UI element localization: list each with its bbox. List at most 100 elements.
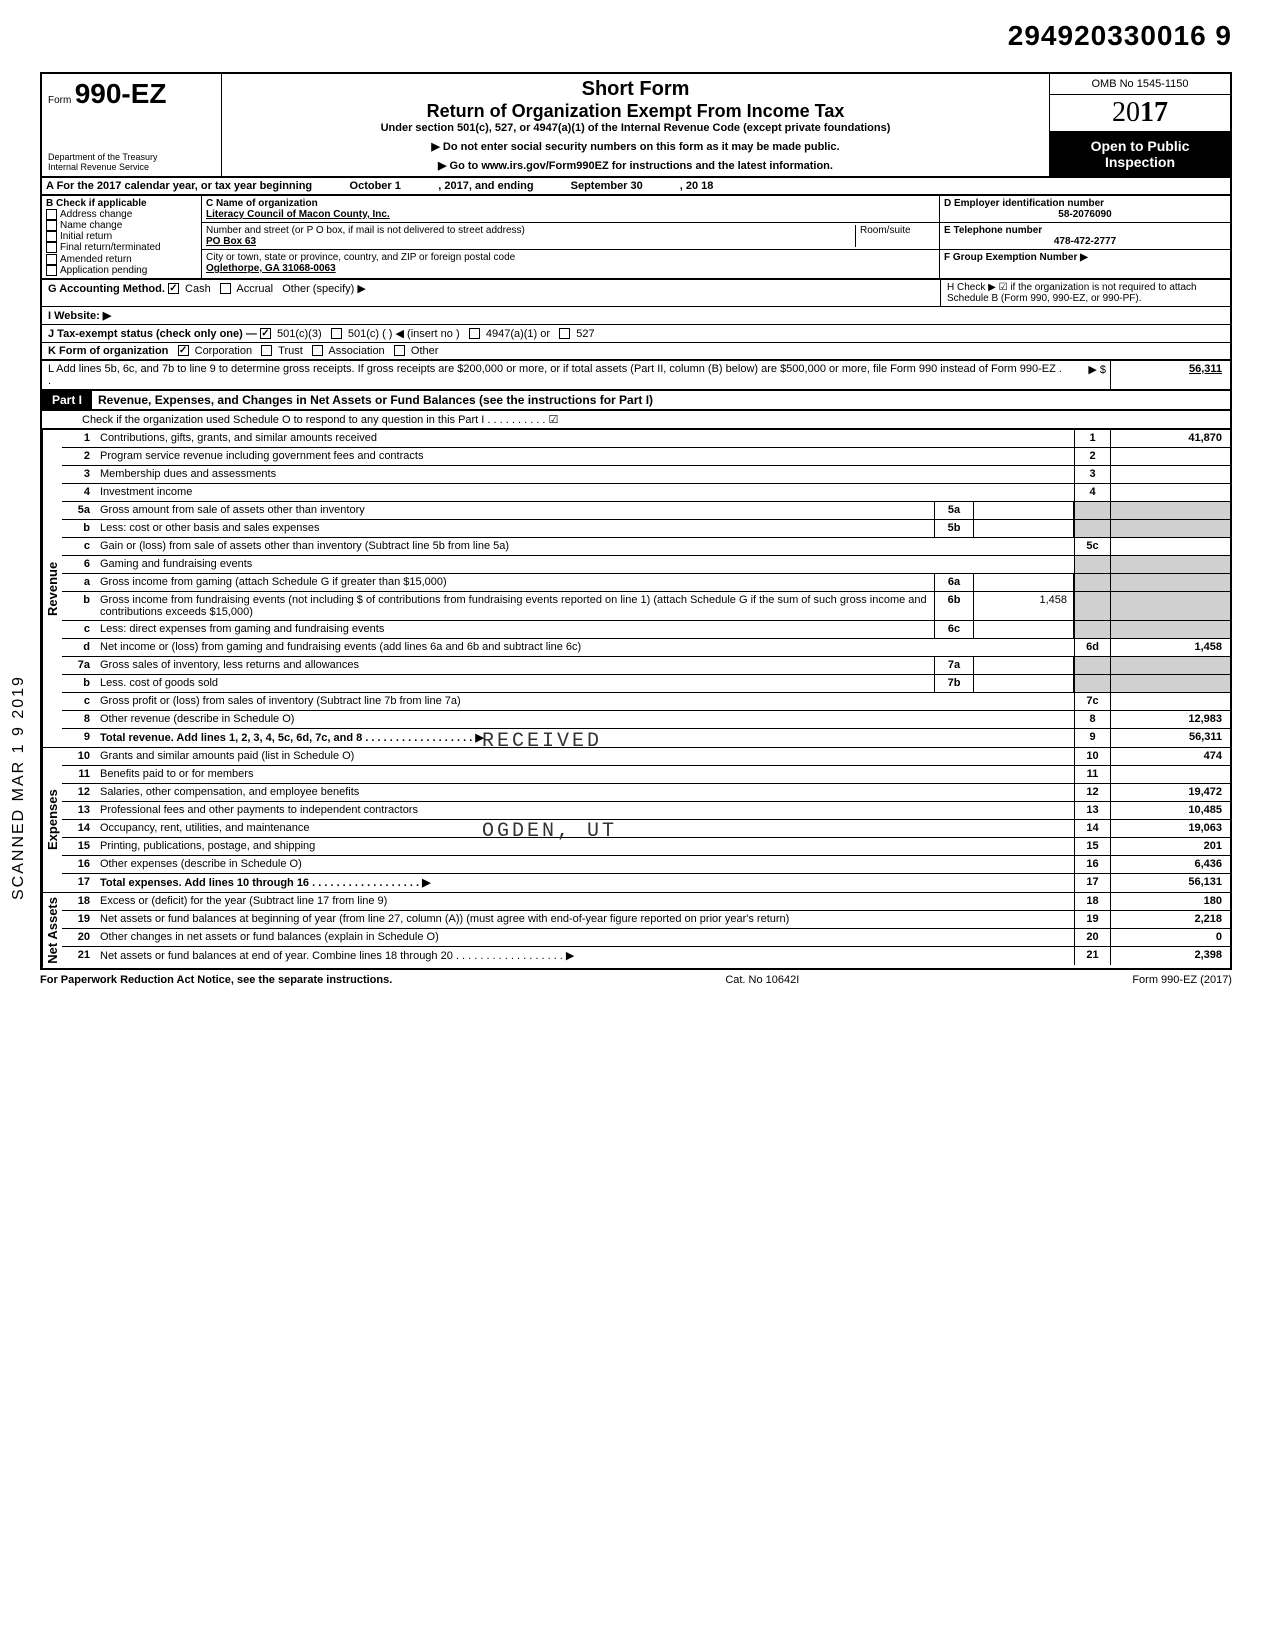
chk-501c[interactable] <box>331 328 342 339</box>
form-prefix: Form <box>48 95 71 106</box>
row-number: 18 <box>62 893 96 910</box>
right-line-value <box>1110 448 1230 465</box>
line-a-mid: , 2017, and ending <box>438 180 533 192</box>
revenue-label: Revenue <box>42 430 62 747</box>
lbl-amended: Amended return <box>60 254 132 265</box>
title-return: Return of Organization Exempt From Incom… <box>230 101 1041 122</box>
right-line-number: 1 <box>1074 430 1110 447</box>
row-description: Occupancy, rent, utilities, and maintena… <box>96 820 1074 837</box>
row-number: 8 <box>62 711 96 728</box>
row-description: Gross profit or (loss) from sales of inv… <box>96 693 1074 710</box>
table-row: 12Salaries, other compensation, and empl… <box>62 784 1230 802</box>
row-description: Gross amount from sale of assets other t… <box>96 502 934 519</box>
chk-4947[interactable] <box>469 328 480 339</box>
chk-assoc[interactable] <box>312 345 323 356</box>
row-description: Gain or (loss) from sale of assets other… <box>96 538 1074 555</box>
right-line-value: 19,063 <box>1110 820 1230 837</box>
table-row: 19Net assets or fund balances at beginni… <box>62 911 1230 929</box>
chk-final[interactable] <box>46 242 57 253</box>
right-line-number: 3 <box>1074 466 1110 483</box>
right-line-value <box>1110 574 1230 591</box>
mid-line-number: 7a <box>934 657 974 674</box>
mid-line-value <box>974 621 1074 638</box>
chk-cash[interactable] <box>168 283 179 294</box>
table-row: 3Membership dues and assessments3 <box>62 466 1230 484</box>
mid-line-number: 5a <box>934 502 974 519</box>
right-line-value <box>1110 766 1230 783</box>
right-line-number <box>1074 657 1110 674</box>
omb-number: OMB No 1545-1150 <box>1050 74 1230 95</box>
right-line-number: 8 <box>1074 711 1110 728</box>
row-description: Membership dues and assessments <box>96 466 1074 483</box>
footer-mid: Cat. No 10642I <box>725 974 799 986</box>
row-number: 21 <box>62 947 96 965</box>
lbl-name: Name change <box>60 220 122 231</box>
row-number: 9 <box>62 729 96 747</box>
row-description: Total expenses. Add lines 10 through 16 … <box>96 874 1074 892</box>
row-number: 19 <box>62 911 96 928</box>
row-description: Contributions, gifts, grants, and simila… <box>96 430 1074 447</box>
row-number: b <box>62 592 96 620</box>
l-text: L Add lines 5b, 6c, and 7b to line 9 to … <box>42 361 1070 389</box>
note-ssn: ▶ Do not enter social security numbers o… <box>230 140 1041 153</box>
mid-line-number: 6c <box>934 621 974 638</box>
c-label: C Name of organization <box>206 198 935 209</box>
l-val: 56,311 <box>1110 361 1230 389</box>
table-row: 21Net assets or fund balances at end of … <box>62 947 1230 965</box>
right-line-number: 13 <box>1074 802 1110 819</box>
g-label: G Accounting Method. <box>48 283 165 295</box>
part1-check: Check if the organization used Schedule … <box>40 411 1232 430</box>
lbl-501c3: 501(c)(3) <box>277 328 322 340</box>
row-description: Less: direct expenses from gaming and fu… <box>96 621 934 638</box>
right-line-number <box>1074 675 1110 692</box>
right-line-value <box>1110 556 1230 573</box>
row-number: 2 <box>62 448 96 465</box>
footer: For Paperwork Reduction Act Notice, see … <box>40 970 1232 990</box>
lbl-corp: Corporation <box>195 345 252 357</box>
row-number: c <box>62 693 96 710</box>
table-row: 20Other changes in net assets or fund ba… <box>62 929 1230 947</box>
right-line-value: 10,485 <box>1110 802 1230 819</box>
row-number: 7a <box>62 657 96 674</box>
table-row: 17Total expenses. Add lines 10 through 1… <box>62 874 1230 892</box>
right-line-value <box>1110 520 1230 537</box>
open-to-public: Open to Public Inspection <box>1050 132 1230 176</box>
chk-initial[interactable] <box>46 231 57 242</box>
subtitle: Under section 501(c), 527, or 4947(a)(1)… <box>230 122 1041 134</box>
row-description: Other expenses (describe in Schedule O) <box>96 856 1074 873</box>
row-description: Benefits paid to or for members <box>96 766 1074 783</box>
k-label: K Form of organization <box>48 345 168 357</box>
row-number: d <box>62 639 96 656</box>
mid-line-number: 6a <box>934 574 974 591</box>
right-line-number <box>1074 592 1110 620</box>
scanned-stamp: SCANNED MAR 1 9 2019 <box>10 675 28 900</box>
chk-address[interactable] <box>46 209 57 220</box>
mid-line-number: 7b <box>934 675 974 692</box>
table-row: 1Contributions, gifts, grants, and simil… <box>62 430 1230 448</box>
chk-trust[interactable] <box>261 345 272 356</box>
row-description: Printing, publications, postage, and shi… <box>96 838 1074 855</box>
data-table: RECEIVED OGDEN, UT Revenue 1Contribution… <box>40 430 1232 970</box>
right-line-number: 20 <box>1074 929 1110 946</box>
chk-pending[interactable] <box>46 265 57 276</box>
chk-527[interactable] <box>559 328 570 339</box>
chk-amended[interactable] <box>46 254 57 265</box>
top-row: 294920330016 9 <box>40 20 1232 52</box>
row-description: Less: cost or other basis and sales expe… <box>96 520 934 537</box>
lbl-cash: Cash <box>185 283 211 295</box>
chk-name[interactable] <box>46 220 57 231</box>
chk-other-org[interactable] <box>394 345 405 356</box>
chk-accrual[interactable] <box>220 283 231 294</box>
document-number: 294920330016 9 <box>1008 20 1232 52</box>
c-name: Literacy Council of Macon County, Inc. <box>206 209 935 220</box>
part1-check-text: Check if the organization used Schedule … <box>42 411 1230 428</box>
chk-corp[interactable] <box>178 345 189 356</box>
row-number: 12 <box>62 784 96 801</box>
row-number: 4 <box>62 484 96 501</box>
row-description: Excess or (deficit) for the year (Subtra… <box>96 893 1074 910</box>
chk-501c3[interactable] <box>260 328 271 339</box>
right-line-value: 19,472 <box>1110 784 1230 801</box>
row-number: 1 <box>62 430 96 447</box>
row-number: 5a <box>62 502 96 519</box>
row-number: 11 <box>62 766 96 783</box>
